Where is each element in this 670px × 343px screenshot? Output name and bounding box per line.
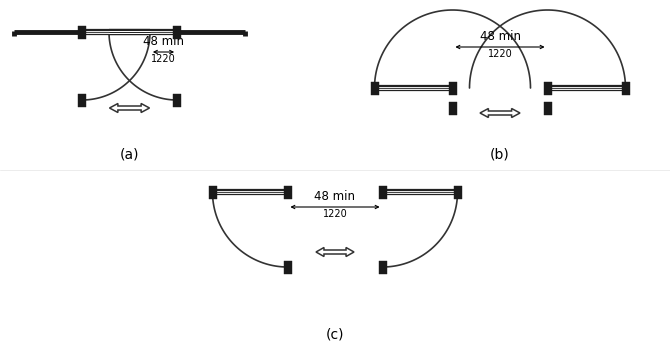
Polygon shape <box>448 82 456 95</box>
Polygon shape <box>109 104 149 113</box>
Polygon shape <box>78 25 86 38</box>
Text: (c): (c) <box>326 328 344 342</box>
Polygon shape <box>316 248 354 257</box>
Polygon shape <box>448 102 456 115</box>
Polygon shape <box>622 82 630 95</box>
Text: 48 min: 48 min <box>143 35 184 48</box>
Text: 48 min: 48 min <box>314 190 356 203</box>
Text: (b): (b) <box>490 148 510 162</box>
Polygon shape <box>283 186 291 199</box>
Polygon shape <box>173 94 181 106</box>
Polygon shape <box>379 260 387 273</box>
Text: 48 min: 48 min <box>480 30 521 43</box>
Polygon shape <box>480 108 520 118</box>
Polygon shape <box>379 186 387 199</box>
Text: 1220: 1220 <box>323 209 347 219</box>
Polygon shape <box>283 260 291 273</box>
Text: 1220: 1220 <box>151 54 176 64</box>
Polygon shape <box>454 186 462 199</box>
Polygon shape <box>208 186 216 199</box>
Polygon shape <box>543 82 551 95</box>
Text: 1220: 1220 <box>488 49 513 59</box>
Polygon shape <box>173 25 181 38</box>
Polygon shape <box>78 94 86 106</box>
Polygon shape <box>371 82 379 95</box>
Polygon shape <box>543 102 551 115</box>
Text: (a): (a) <box>120 148 139 162</box>
